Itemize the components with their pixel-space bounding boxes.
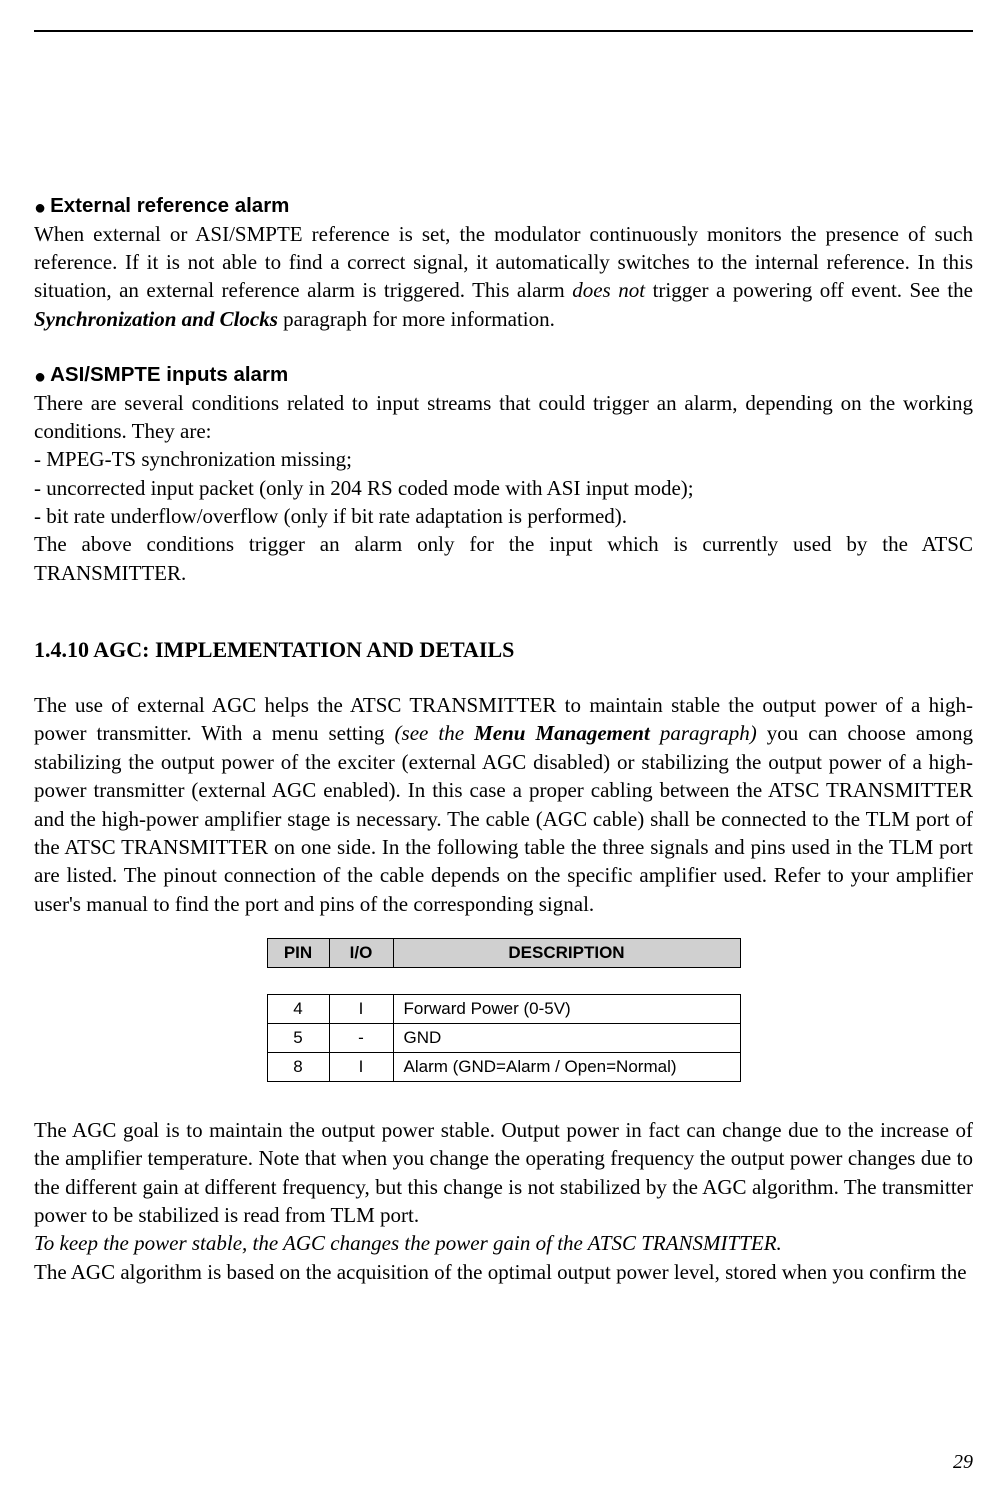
text-bold-italic: Menu Management [474, 721, 650, 745]
cell-desc: GND [393, 1023, 740, 1052]
text-italic: To keep the power stable, the AGC change… [34, 1231, 782, 1255]
text-bold-italic: Synchronization and Clocks [34, 307, 278, 331]
table-row: 5 - GND [267, 1023, 740, 1052]
bullet-icon: ● [34, 367, 46, 387]
col-io-header: I/O [329, 938, 393, 967]
heading-agc: 1.4.10 AGC: IMPLEMENTATION AND DETAILS [34, 637, 973, 663]
table-header-row: PIN I/O DESCRIPTION [267, 938, 740, 967]
text-italic: paragraph) [650, 721, 757, 745]
agc-p1: The use of external AGC helps the ATSC T… [34, 691, 973, 918]
text: paragraph for more information. [278, 307, 555, 331]
cell-pin: 4 [267, 994, 329, 1023]
page-number: 29 [953, 1451, 973, 1474]
top-rule [34, 30, 973, 32]
asi-intro: There are several conditions related to … [34, 389, 973, 446]
agc-p4: The AGC algorithm is based on the acquis… [34, 1258, 973, 1286]
text-italic: (see the [395, 721, 475, 745]
agc-p3: To keep the power stable, the AGC change… [34, 1229, 973, 1257]
agc-p2: The AGC goal is to maintain the output p… [34, 1116, 973, 1229]
agc-table-wrap: PIN I/O DESCRIPTION 4 I Forward Power (0… [267, 938, 741, 1082]
cell-io: I [329, 994, 393, 1023]
table-row: 8 I Alarm (GND=Alarm / Open=Normal) [267, 1052, 740, 1081]
col-desc-header: DESCRIPTION [393, 938, 740, 967]
cell-desc: Alarm (GND=Alarm / Open=Normal) [393, 1052, 740, 1081]
text-italic: does not [572, 278, 645, 302]
page: ● External reference alarm When external… [0, 0, 1007, 1502]
asi-outro: The above conditions trigger an alarm on… [34, 530, 973, 587]
asi-li3: - bit rate underflow/overflow (only if b… [34, 502, 973, 530]
cell-pin: 5 [267, 1023, 329, 1052]
bullet-icon: ● [34, 198, 46, 218]
col-pin-header: PIN [267, 938, 329, 967]
heading-text: ASI/SMPTE inputs alarm [50, 361, 288, 389]
heading-text: External reference alarm [50, 192, 289, 220]
table-row: 4 I Forward Power (0-5V) [267, 994, 740, 1023]
heading-ext-ref: ● External reference alarm [34, 192, 973, 220]
text: you can choose among stabilizing the out… [34, 721, 973, 915]
cell-pin: 8 [267, 1052, 329, 1081]
agc-table-header: PIN I/O DESCRIPTION [267, 938, 741, 968]
cell-desc: Forward Power (0-5V) [393, 994, 740, 1023]
agc-table-body: 4 I Forward Power (0-5V) 5 - GND 8 I Ala… [267, 994, 741, 1082]
ext-ref-paragraph: When external or ASI/SMPTE reference is … [34, 220, 973, 333]
heading-asi: ● ASI/SMPTE inputs alarm [34, 361, 973, 389]
cell-io: I [329, 1052, 393, 1081]
text: trigger a powering off event. See the [645, 278, 973, 302]
cell-io: - [329, 1023, 393, 1052]
asi-li2: - uncorrected input packet (only in 204 … [34, 474, 973, 502]
asi-li1: - MPEG-TS synchronization missing; [34, 445, 973, 473]
